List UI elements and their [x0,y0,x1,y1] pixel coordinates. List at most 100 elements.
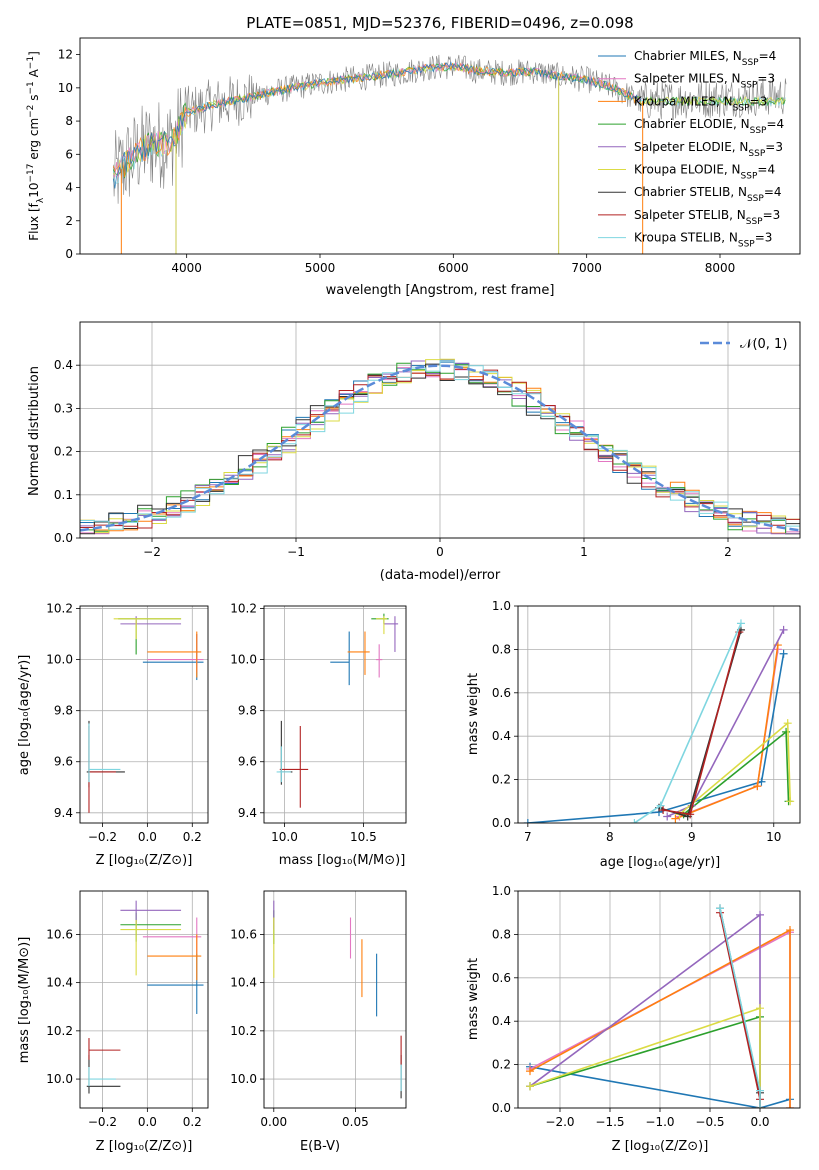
mass-weight-vs-age-xtick-label: 10 [766,830,781,844]
residual-hist-ytick-label: 0.3 [54,401,73,415]
hist-legend-label: 𝒩(0, 1) [740,337,787,352]
legend-label: Salpeter STELIB, NSSP=3 [634,208,780,227]
mass-weight-vs-age-ytick-label: 0.6 [492,686,511,700]
legend-label: Chabrier MILES, NSSP=4 [634,49,776,68]
age-vs-Z-points [86,616,204,813]
mwage-ylabel: mass weight [466,673,481,755]
residual-hist-ytick-label: 0.4 [54,358,73,372]
mass-weight-vs-age-ytick-label: 0.4 [492,729,511,743]
residual-hist-xtick-label: 1 [580,545,588,559]
age-vs-Z-ytick-label: 10.2 [46,602,73,616]
mass-weight-line [529,1007,761,1108]
mass-weight-marker [756,910,764,919]
mass-weight-vs-age-ytick-label: 0.8 [492,642,511,656]
mass-weight-vs-age-ytick-label: 1.0 [492,599,511,613]
massz-ylabel: mass [log₁₀(M/M⊙)] [17,937,32,1064]
mass-weight-vs-age-frame [517,605,801,824]
residual-hist-ytick-label: 0.1 [54,488,73,502]
age-vs-mass-ytick-label: 9.6 [238,755,257,769]
age-vs-mass-frame [263,605,407,824]
age-vs-mass-points [276,613,399,808]
age-vs-Z-frame [79,605,209,824]
mass-weight-vs-age-ytick-label: 0.0 [492,816,511,830]
mass-weight-marker [656,801,665,810]
mass-weight-marker [716,904,724,913]
mass-weight-vs-Z-lines [526,904,794,1108]
mass-weight-marker [526,1067,534,1076]
agez-xlabel: Z [log₁₀(Z/Z⊙)] [96,853,193,868]
agem-xlabel: mass [log₁₀(M/M⊙)] [279,853,406,868]
mass-weight-line [529,913,761,1108]
mass-vs-Z-ytick-label: 10.6 [46,927,73,941]
spectrum-ytick-label: 8 [65,114,73,128]
legend-label: Chabrier ELODIE, NSSP=4 [634,117,784,136]
mass-vs-EBV-points [273,900,402,1099]
mass-vs-Z-ytick-label: 10.0 [46,1072,73,1086]
massz-xlabel: Z [log₁₀(Z/Z⊙)] [96,1139,193,1154]
mass-weight-marker [663,812,672,821]
mass-vs-EBV-frame [263,890,407,1109]
mass-weight-marker [659,805,668,814]
age-vs-Z-axes: −0.2 0.0 0.2 9.4 9.6 9.8 10.0 10.2 [46,602,208,844]
mass-weight-vs-Z-xtick-label: −2.0 [545,1115,574,1129]
mass-weight-vs-Z-xtick-label: 0.0 [750,1115,769,1129]
mass-weight-marker [779,649,788,658]
mass-weight-marker [753,782,762,791]
mass-vs-Z-xtick-label: 0.2 [183,1115,202,1129]
mass-vs-Z-xtick-label: −0.2 [88,1115,117,1129]
spectrum-ytick-label: 0 [65,247,73,261]
age-vs-Z-xtick-label: 0.2 [183,830,202,844]
age-vs-Z-ytick-label: 9.8 [54,704,73,718]
spectrum-xtick-label: 4000 [171,261,202,275]
residual-hist-ytick-label: 0.0 [54,531,73,545]
mass-vs-EBV-ytick-label: 10.2 [230,1024,257,1038]
mass-vs-EBV-xtick-label: 0.00 [260,1115,287,1129]
age-vs-mass-ytick-label: 9.8 [238,704,257,718]
hist-xlabel: (data-model)/error [380,568,501,583]
mass-weight-vs-Z-xtick-label: −1.5 [595,1115,624,1129]
legend-label: Salpeter MILES, NSSP=3 [634,72,775,91]
legend-label: Salpeter ELODIE, NSSP=3 [634,140,783,159]
spectrum-frame [79,37,801,255]
mass-vs-EBV-ytick-label: 10.4 [230,976,257,990]
age-vs-mass-ytick-label: 10.0 [230,653,257,667]
mass-weight-marker [686,810,695,819]
hist-series [80,358,800,535]
spectrum-xlabel: wavelength [Angstrom, rest frame] [326,283,555,298]
mass-weight-line [527,653,785,823]
mass-weight-marker [786,797,795,806]
spectrum-ytick-label: 6 [65,147,73,161]
age-vs-mass-ytick-label: 9.4 [238,806,257,820]
spectrum-model-line [112,61,642,189]
spectrum-ylabel: Flux [fλ10−17 erg cm−2 s−1 A−1] [26,51,46,241]
spectrum-xtick-label: 8000 [705,261,736,275]
residual-hist-frame [79,321,801,539]
mass-weight-marker [523,819,532,823]
mass-vs-EBV-xtick-label: 0.05 [342,1115,369,1129]
mass-weight-marker [756,1086,764,1095]
mass-vs-Z-ytick-label: 10.4 [46,976,73,990]
mass-weight-marker [526,1082,534,1091]
mass-weight-vs-age-axes: 7 8 9 10 0.0 0.2 0.4 0.6 0.8 1.0 [492,599,800,844]
spectrum-xtick-label: 6000 [438,261,469,275]
hist-step-line [80,360,800,535]
masse-xlabel: E(B-V) [300,1139,340,1154]
spectrum-lines [112,54,787,254]
mass-vs-EBV-axes: 0.00 0.05 10.0 10.2 10.4 10.6 [230,891,406,1129]
residual-hist-xtick-label: 2 [724,545,732,559]
legend-label: Kroupa ELODIE, NSSP=4 [634,163,775,182]
residual-hist-ytick-label: 0.2 [54,445,73,459]
mass-vs-Z-xtick-label: 0.0 [138,1115,157,1129]
mass-weight-vs-Z-frame [517,890,801,1109]
mass-weight-marker [786,926,794,935]
spectrum-data-line [113,54,787,204]
mass-weight-marker [671,814,680,823]
mass-weight-marker [783,719,792,728]
mass-vs-Z-points [86,900,204,1094]
age-vs-Z-ytick-label: 9.6 [54,755,73,769]
mass-vs-Z-axes: −0.2 0.0 0.2 10.0 10.2 10.4 10.6 [46,891,208,1129]
age-vs-Z-xtick-label: 0.0 [138,830,157,844]
mass-vs-Z-frame [79,890,209,1109]
